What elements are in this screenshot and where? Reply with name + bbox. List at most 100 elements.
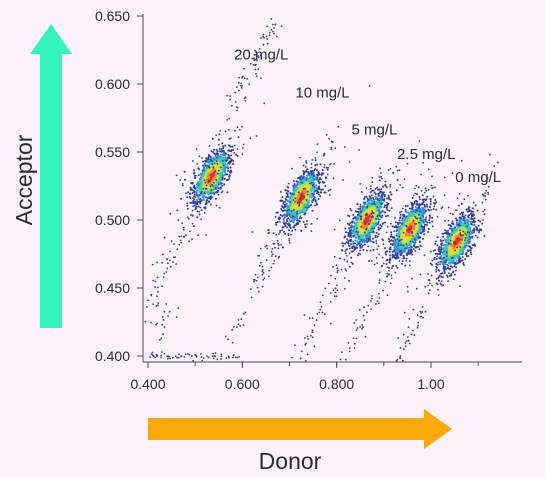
data-point — [447, 229, 450, 232]
data-point — [348, 252, 351, 255]
data-point — [226, 119, 229, 121]
data-point — [197, 197, 200, 200]
data-point — [276, 211, 279, 214]
data-point — [193, 204, 196, 207]
data-point — [359, 203, 362, 206]
data-point — [371, 177, 374, 179]
data-point — [188, 193, 191, 195]
data-point — [157, 290, 159, 293]
data-point — [366, 249, 368, 252]
data-point — [204, 175, 208, 179]
data-point — [174, 256, 177, 258]
data-point — [210, 164, 214, 168]
data-point — [373, 191, 376, 194]
data-point — [295, 215, 298, 218]
data-point — [254, 273, 257, 276]
data-point — [379, 227, 382, 230]
data-point — [420, 245, 422, 248]
data-point — [289, 226, 292, 229]
data-point — [319, 177, 321, 179]
data-point — [382, 198, 385, 201]
data-point — [422, 200, 425, 203]
data-point — [222, 159, 224, 162]
data-point — [199, 198, 202, 200]
data-point — [435, 258, 438, 260]
data-point — [349, 234, 352, 237]
data-point — [211, 163, 214, 166]
data-point — [356, 210, 358, 213]
data-point — [334, 278, 337, 280]
data-point — [361, 244, 364, 247]
data-point — [357, 210, 360, 213]
data-point — [378, 281, 381, 284]
data-point — [281, 196, 284, 199]
data-point — [319, 163, 322, 166]
data-point — [299, 357, 302, 360]
data-point — [390, 235, 393, 238]
data-point — [377, 221, 380, 224]
data-point — [233, 144, 236, 147]
data-point — [221, 161, 224, 165]
data-point — [189, 197, 192, 200]
data-point — [388, 248, 391, 250]
data-point — [178, 235, 181, 238]
data-point — [182, 228, 185, 231]
data-point — [384, 221, 386, 224]
data-point — [477, 224, 480, 227]
data-point — [346, 260, 349, 263]
data-point — [362, 326, 364, 329]
data-point — [211, 137, 214, 140]
data-point — [365, 239, 368, 242]
data-point — [319, 301, 322, 304]
data-point — [378, 199, 381, 202]
data-point — [371, 210, 373, 212]
data-point — [317, 198, 320, 200]
data-point — [320, 178, 323, 181]
data-point — [301, 184, 304, 187]
data-point — [293, 209, 295, 211]
data-point — [372, 198, 375, 201]
data-point — [305, 177, 308, 180]
data-point — [210, 159, 213, 161]
data-point — [356, 203, 359, 206]
data-point — [304, 206, 307, 209]
data-point — [320, 306, 323, 308]
data-point — [371, 215, 374, 218]
data-point — [424, 187, 427, 190]
data-point — [189, 201, 192, 204]
data-point — [370, 212, 373, 215]
data-point — [161, 261, 163, 264]
data-point — [260, 261, 262, 264]
data-point — [205, 234, 207, 236]
data-point — [222, 164, 225, 167]
data-point — [173, 243, 175, 246]
data-point — [310, 222, 313, 225]
data-point — [367, 245, 370, 248]
data-point — [227, 153, 230, 156]
data-point — [194, 176, 197, 179]
data-point — [428, 221, 431, 224]
data-point — [355, 329, 358, 331]
data-point — [228, 161, 231, 163]
data-point — [290, 233, 292, 236]
data-point — [405, 257, 408, 260]
data-point — [400, 210, 403, 213]
data-point — [211, 183, 213, 186]
data-point — [292, 190, 296, 194]
data-point — [384, 280, 387, 283]
data-point — [212, 177, 216, 180]
data-point — [404, 264, 407, 267]
data-point — [204, 203, 207, 206]
data-point — [175, 263, 178, 265]
data-point — [306, 174, 309, 177]
data-point — [381, 210, 384, 213]
data-point — [370, 300, 372, 302]
data-point — [364, 237, 367, 240]
data-point — [188, 230, 191, 233]
data-point — [378, 271, 381, 274]
data-point — [368, 217, 372, 221]
data-point — [358, 229, 362, 232]
data-point — [316, 173, 319, 176]
data-point — [348, 223, 351, 226]
data-point — [412, 244, 415, 247]
